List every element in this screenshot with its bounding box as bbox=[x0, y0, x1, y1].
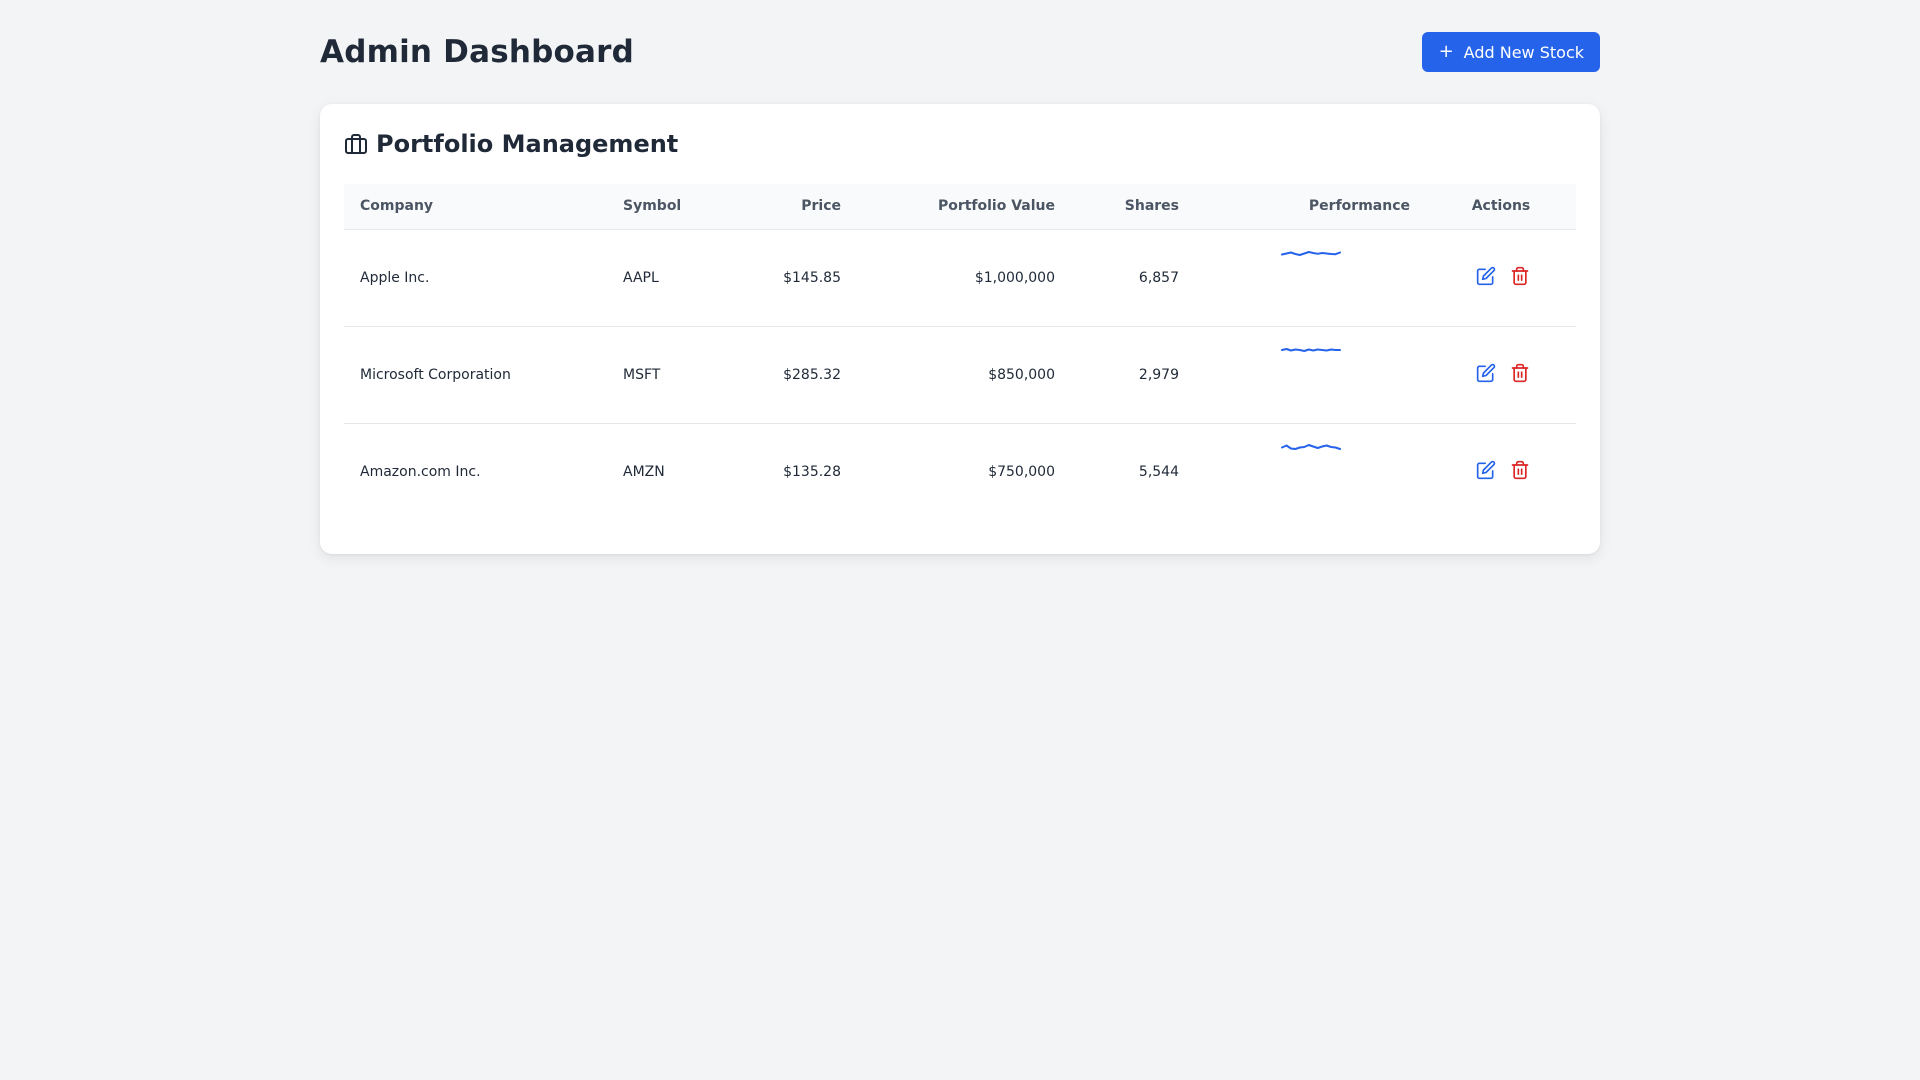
row-actions bbox=[1442, 363, 1560, 383]
table-body: Apple Inc. AAPL $145.85 $1,000,000 6,857 bbox=[344, 229, 1576, 520]
table-header: Company Symbol Price Portfolio Value Sha… bbox=[344, 184, 1576, 230]
portfolio-value-cell: $750,000 bbox=[988, 463, 1055, 480]
symbol-cell: AAPL bbox=[607, 229, 731, 327]
company-cell: Microsoft Corporation bbox=[344, 326, 607, 424]
top-bar: Admin Dashboard + Add New Stock bbox=[320, 0, 1600, 104]
row-actions bbox=[1442, 266, 1560, 286]
column-header-symbol: Symbol bbox=[607, 184, 731, 230]
shares-cell: 2,979 bbox=[1071, 326, 1195, 424]
row-actions bbox=[1442, 460, 1560, 480]
portfolio-table: Company Symbol Price Portfolio Value Sha… bbox=[344, 184, 1576, 520]
price-cell: $145.85 bbox=[731, 229, 857, 327]
trash-icon bbox=[1511, 460, 1529, 479]
trash-icon bbox=[1511, 266, 1529, 285]
add-new-stock-button[interactable]: + Add New Stock bbox=[1421, 32, 1600, 72]
plus-icon: + bbox=[1438, 41, 1454, 62]
delete-button[interactable] bbox=[1510, 266, 1530, 286]
portfolio-value-cell: $850,000 bbox=[857, 326, 1071, 424]
briefcase-icon bbox=[344, 132, 368, 156]
column-header-shares: Shares bbox=[1071, 184, 1195, 230]
card-header: Portfolio Management bbox=[344, 128, 1576, 160]
column-header-price: Price bbox=[731, 184, 857, 230]
trash-icon bbox=[1511, 363, 1529, 382]
column-header-company: Company bbox=[344, 184, 607, 230]
performance-cell bbox=[1195, 423, 1426, 520]
table-row: Apple Inc. AAPL $145.85 $1,000,000 6,857 bbox=[344, 229, 1576, 327]
column-header-portfolio-value: Portfolio Value bbox=[857, 184, 1071, 230]
column-header-actions: Actions bbox=[1426, 184, 1576, 230]
actions-cell bbox=[1426, 229, 1576, 327]
sparkline-line bbox=[1281, 347, 1341, 352]
performance-sparkline bbox=[1281, 250, 1341, 256]
price-cell: $135.28 bbox=[783, 463, 841, 480]
symbol-cell: AMZN bbox=[623, 463, 665, 480]
table-row: Amazon.com Inc. AMZN $135.28 $750,000 5,… bbox=[344, 423, 1576, 520]
actions-cell bbox=[1426, 423, 1576, 520]
performance-cell bbox=[1195, 326, 1426, 424]
actions-cell bbox=[1426, 326, 1576, 424]
card-title: Portfolio Management bbox=[376, 130, 679, 158]
edit-button[interactable] bbox=[1476, 460, 1496, 480]
delete-button[interactable] bbox=[1510, 460, 1530, 480]
company-cell: Apple Inc. bbox=[344, 229, 607, 327]
sparkline-line bbox=[1281, 250, 1341, 256]
edit-button[interactable] bbox=[1476, 266, 1496, 286]
table-header-row: Company Symbol Price Portfolio Value Sha… bbox=[344, 184, 1576, 230]
performance-sparkline bbox=[1281, 443, 1341, 450]
delete-button[interactable] bbox=[1510, 363, 1530, 383]
edit-button[interactable] bbox=[1476, 363, 1496, 383]
column-header-performance: Performance bbox=[1195, 184, 1426, 230]
portfolio-card: Portfolio Management Company Symbol Pric… bbox=[320, 104, 1600, 554]
shares-cell: 6,857 bbox=[1071, 229, 1195, 327]
performance-cell bbox=[1195, 229, 1426, 327]
edit-icon bbox=[1476, 460, 1496, 479]
sparkline-line bbox=[1281, 443, 1341, 450]
portfolio-value-cell: $1,000,000 bbox=[857, 229, 1071, 327]
page: Admin Dashboard + Add New Stock Portfoli… bbox=[320, 0, 1600, 554]
price-cell: $285.32 bbox=[731, 326, 857, 424]
add-new-stock-label: Add New Stock bbox=[1463, 42, 1584, 62]
company-cell: Amazon.com Inc. bbox=[360, 463, 481, 480]
shares-cell: 5,544 bbox=[1138, 463, 1179, 480]
table-row: Microsoft Corporation MSFT $285.32 $850,… bbox=[344, 326, 1576, 424]
symbol-cell: MSFT bbox=[607, 326, 731, 424]
edit-icon bbox=[1476, 266, 1496, 285]
performance-sparkline bbox=[1281, 347, 1341, 352]
page-title: Admin Dashboard bbox=[320, 34, 635, 70]
edit-icon bbox=[1476, 363, 1496, 382]
